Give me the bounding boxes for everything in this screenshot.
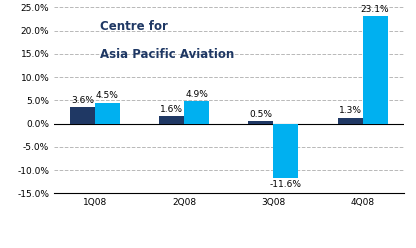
Text: 0.5%: 0.5%	[250, 110, 272, 119]
Text: 4.5%: 4.5%	[96, 92, 119, 100]
Bar	[95, 103, 120, 124]
Bar	[70, 107, 95, 124]
Bar	[273, 124, 298, 178]
Text: 4.9%: 4.9%	[185, 90, 208, 98]
Bar	[159, 116, 184, 124]
Text: 3.6%: 3.6%	[71, 96, 94, 105]
Text: 1.3%: 1.3%	[339, 106, 362, 115]
Bar	[363, 16, 388, 124]
Text: 1.6%: 1.6%	[160, 105, 183, 114]
Text: Asia Pacific Aviation: Asia Pacific Aviation	[99, 48, 234, 61]
Text: Centre for: Centre for	[99, 20, 167, 33]
Text: -11.6%: -11.6%	[270, 180, 302, 189]
Bar	[338, 118, 363, 124]
Bar	[248, 121, 273, 124]
Bar	[184, 101, 209, 124]
Text: 23.1%: 23.1%	[361, 5, 389, 14]
